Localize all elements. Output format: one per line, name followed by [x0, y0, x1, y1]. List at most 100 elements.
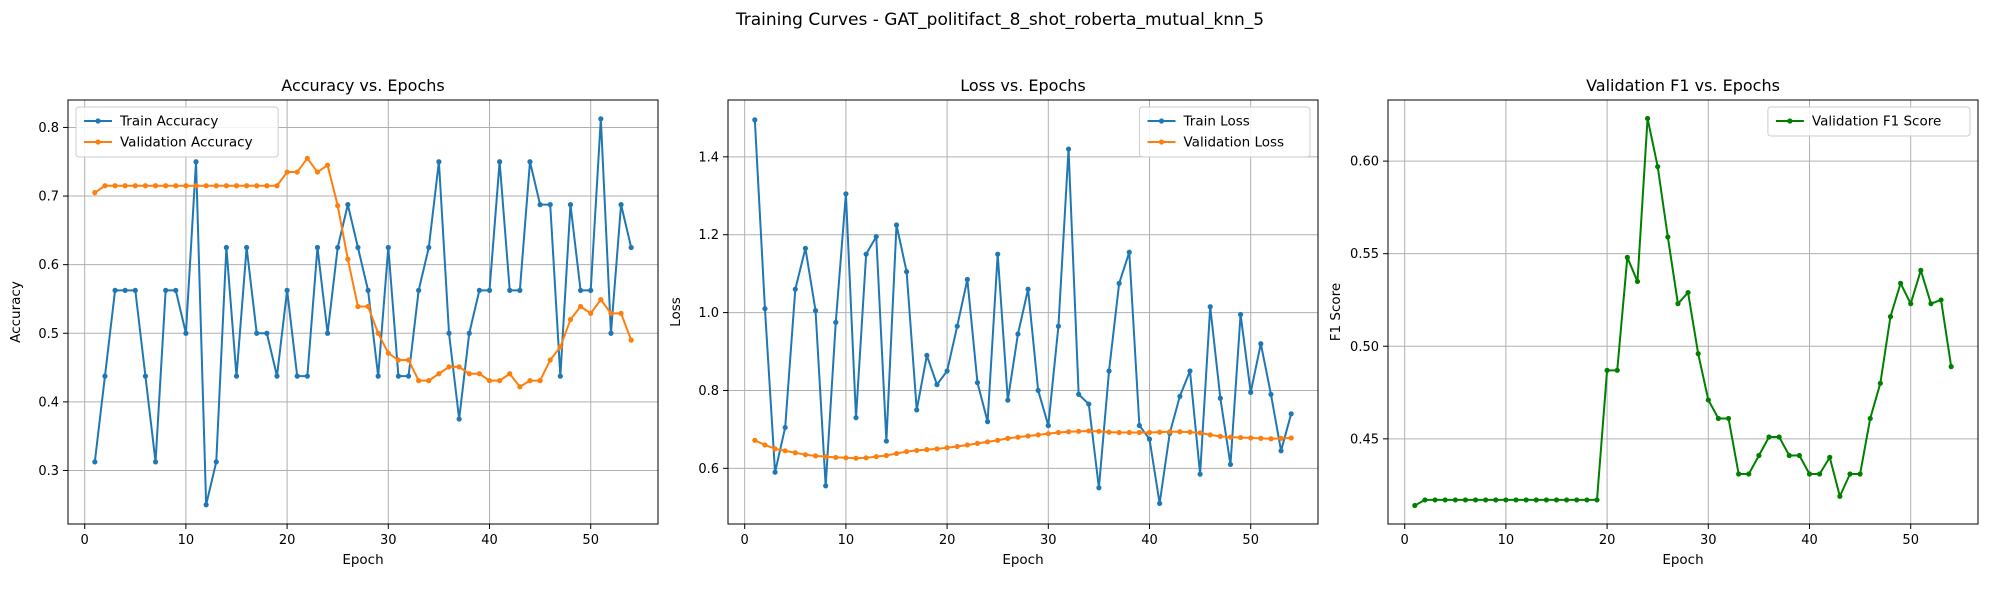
data-point — [1857, 471, 1863, 477]
data-point — [934, 446, 940, 452]
legend: Validation F1 Score — [1767, 106, 1971, 137]
data-point — [1217, 395, 1223, 401]
data-point — [557, 344, 563, 350]
data-point — [618, 310, 624, 316]
subplot-3: 0 10 20 30 40 50 0.45 0.50 0.55 0.60 Validation F1… — [1328, 76, 1979, 568]
data-point — [577, 287, 584, 293]
data-point — [1483, 497, 1489, 503]
legend-label: Train Accuracy — [119, 114, 218, 130]
data-point — [1432, 497, 1438, 503]
data-point — [1887, 314, 1894, 320]
data-point — [1086, 401, 1092, 407]
data-point — [233, 373, 240, 379]
data-point — [193, 183, 199, 189]
data-point — [1948, 364, 1954, 370]
axes-frame — [727, 99, 1319, 525]
data-point — [1146, 429, 1153, 436]
data-point — [974, 440, 981, 447]
data-point — [173, 287, 179, 293]
legend-label: Validation F1 Score — [1812, 114, 1941, 130]
y-axis-label: F1 Score — [1328, 283, 1344, 341]
data-point — [944, 368, 950, 374]
data-point — [537, 378, 543, 384]
data-point — [436, 159, 442, 165]
data-point — [1776, 434, 1782, 440]
data-point — [314, 244, 321, 251]
data-point — [1877, 380, 1883, 386]
data-point — [883, 438, 889, 444]
data-point — [984, 439, 991, 445]
data-point — [486, 378, 493, 384]
axes-frame — [1387, 99, 1979, 525]
data-point — [193, 159, 199, 165]
data-point — [446, 364, 452, 370]
data-point — [385, 244, 391, 251]
data-point — [365, 303, 371, 310]
data-point — [588, 287, 594, 293]
data-point — [1746, 471, 1752, 477]
legend-marker — [95, 139, 101, 145]
data-point — [628, 337, 634, 343]
data-point — [456, 364, 462, 370]
data-point — [183, 330, 189, 336]
data-point — [1268, 436, 1274, 442]
data-point — [1288, 411, 1294, 417]
data-point — [1523, 497, 1529, 503]
data-point — [1177, 429, 1183, 435]
data-point — [873, 454, 879, 460]
data-point — [1035, 432, 1041, 438]
data-point — [1695, 351, 1701, 357]
data-point — [772, 469, 778, 475]
x-tick-label: 30 — [380, 533, 397, 548]
data-point — [203, 502, 209, 508]
data-point — [1136, 429, 1142, 436]
data-point — [1157, 429, 1163, 435]
data-point — [1847, 471, 1853, 477]
data-point — [416, 287, 422, 293]
x-tick-label: 10 — [838, 533, 855, 548]
data-point — [1817, 471, 1823, 477]
data-point — [1076, 428, 1082, 434]
x-tick-label: 30 — [1700, 533, 1717, 548]
data-point — [853, 455, 859, 461]
data-point — [102, 373, 108, 379]
data-point — [1786, 452, 1792, 459]
figure-title: Training Curves - GAT_politifact_8_shot_… — [735, 10, 1264, 30]
data-point — [934, 382, 940, 388]
data-point — [527, 378, 533, 384]
legend-box — [75, 106, 279, 158]
data-point — [274, 373, 280, 379]
data-point — [1513, 497, 1519, 503]
data-point — [1796, 452, 1802, 459]
data-point — [436, 371, 442, 377]
data-point — [1025, 433, 1031, 439]
data-point — [456, 416, 462, 422]
data-point — [1187, 429, 1193, 435]
data-point — [577, 303, 584, 310]
subplots: 0 10 20 30 40 50 0.3 0.4 0.5 0.6 0.7 0.8 Accuracy vs… — [8, 76, 1979, 568]
data-point — [1197, 471, 1203, 477]
data-point — [792, 286, 798, 292]
data-point — [1634, 278, 1641, 285]
data-point — [944, 445, 950, 451]
data-point — [274, 183, 280, 189]
data-point — [294, 373, 300, 379]
subplot-1: 0 10 20 30 40 50 0.3 0.4 0.5 0.6 0.7 0.8 Accuracy vs… — [8, 76, 659, 568]
data-point — [893, 450, 900, 457]
data-point — [213, 459, 219, 465]
legend-marker — [1158, 118, 1165, 124]
data-point — [1644, 115, 1651, 122]
data-point — [486, 287, 493, 293]
x-tick-label: 50 — [1902, 533, 1919, 548]
data-point — [92, 190, 98, 196]
data-point — [1116, 280, 1122, 286]
legend-marker — [95, 118, 101, 124]
x-tick-label: 0 — [741, 533, 749, 548]
data-point — [1157, 500, 1163, 506]
data-point — [345, 202, 351, 208]
data-point — [112, 287, 118, 293]
data-point — [1452, 497, 1458, 503]
data-point — [152, 459, 159, 465]
data-point — [1288, 435, 1294, 441]
